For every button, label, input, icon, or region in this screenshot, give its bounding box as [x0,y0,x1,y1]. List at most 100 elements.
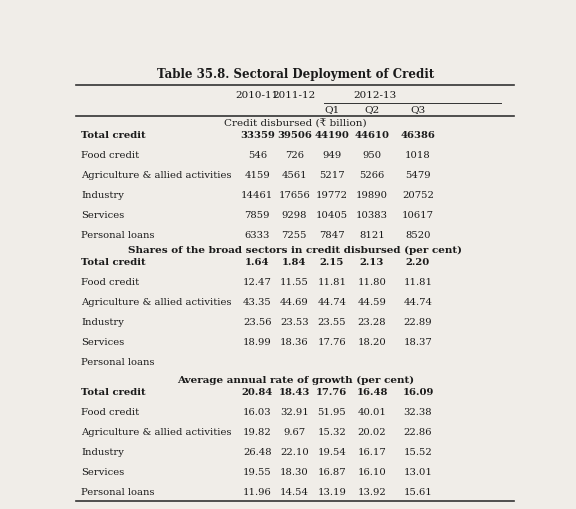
Text: 1018: 1018 [405,151,431,160]
Text: Q3: Q3 [410,105,426,114]
Text: Food credit: Food credit [81,407,139,416]
Text: 13.19: 13.19 [317,487,346,496]
Text: 32.91: 32.91 [280,407,309,416]
Text: Personal loans: Personal loans [81,487,154,496]
Text: 22.10: 22.10 [280,447,309,456]
Text: 19890: 19890 [356,191,388,200]
Text: 20752: 20752 [402,191,434,200]
Text: Average annual rate of growth (per cent): Average annual rate of growth (per cent) [177,375,414,384]
Text: 2.13: 2.13 [360,258,384,267]
Text: 10617: 10617 [402,211,434,220]
Text: 13.92: 13.92 [358,487,386,496]
Text: Q1: Q1 [324,105,339,114]
Text: 22.86: 22.86 [404,427,432,436]
Text: 13.01: 13.01 [404,467,433,476]
Text: 2012-13: 2012-13 [353,91,396,100]
Text: 8121: 8121 [359,231,385,240]
Text: Agriculture & allied activities: Agriculture & allied activities [81,298,232,306]
Text: 19.55: 19.55 [243,467,272,476]
Text: 44610: 44610 [354,131,389,140]
Text: 10405: 10405 [316,211,348,220]
Text: 23.28: 23.28 [358,318,386,327]
Text: 44.59: 44.59 [358,298,386,306]
Text: 18.99: 18.99 [243,337,272,347]
Text: 17.76: 17.76 [317,337,346,347]
Text: 46386: 46386 [400,131,435,140]
Text: 4159: 4159 [244,171,270,180]
Text: 7255: 7255 [282,231,307,240]
Text: Table 35.8. Sectoral Deployment of Credit: Table 35.8. Sectoral Deployment of Credi… [157,68,434,81]
Text: 32.38: 32.38 [404,407,432,416]
Text: Agriculture & allied activities: Agriculture & allied activities [81,171,232,180]
Text: 12.47: 12.47 [243,277,272,287]
Text: 11.81: 11.81 [403,277,433,287]
Text: 18.36: 18.36 [280,337,309,347]
Text: 15.32: 15.32 [317,427,346,436]
Text: 14.54: 14.54 [280,487,309,496]
Text: 18.37: 18.37 [404,337,433,347]
Text: 7847: 7847 [319,231,344,240]
Text: 950: 950 [362,151,381,160]
Text: Industry: Industry [81,318,124,327]
Text: 9.67: 9.67 [283,427,305,436]
Text: 16.17: 16.17 [358,447,386,456]
Text: 11.55: 11.55 [280,277,309,287]
Text: 26.48: 26.48 [243,447,271,456]
Text: 726: 726 [285,151,304,160]
Text: Industry: Industry [81,447,124,456]
Text: Services: Services [81,467,124,476]
Text: 19.54: 19.54 [317,447,346,456]
Text: 33359: 33359 [240,131,275,140]
Text: Total credit: Total credit [81,387,146,396]
Text: 39506: 39506 [277,131,312,140]
Text: Agriculture & allied activities: Agriculture & allied activities [81,427,232,436]
Text: 5266: 5266 [359,171,385,180]
Text: Industry: Industry [81,191,124,200]
Text: Total credit: Total credit [81,258,146,267]
Text: 8520: 8520 [405,231,431,240]
Text: 20.02: 20.02 [358,427,386,436]
Text: 2.20: 2.20 [406,258,430,267]
Text: Food credit: Food credit [81,277,139,287]
Text: 19772: 19772 [316,191,348,200]
Text: 23.55: 23.55 [317,318,346,327]
Text: Services: Services [81,211,124,220]
Text: Food credit: Food credit [81,151,139,160]
Text: Personal loans: Personal loans [81,231,154,240]
Text: 18.20: 18.20 [358,337,386,347]
Text: 20.84: 20.84 [241,387,273,396]
Text: 11.80: 11.80 [358,277,386,287]
Text: 15.52: 15.52 [404,447,433,456]
Text: 51.95: 51.95 [317,407,346,416]
Text: 546: 546 [248,151,267,160]
Text: 18.43: 18.43 [279,387,310,396]
Text: 44.74: 44.74 [317,298,346,306]
Text: 22.89: 22.89 [404,318,432,327]
Text: 40.01: 40.01 [358,407,386,416]
Text: 1.84: 1.84 [282,258,306,267]
Text: 16.10: 16.10 [358,467,386,476]
Text: 17.76: 17.76 [316,387,347,396]
Text: 44.74: 44.74 [403,298,433,306]
Text: 6333: 6333 [245,231,270,240]
Text: 10383: 10383 [356,211,388,220]
Text: Shares of the broad sectors in credit disbursed (per cent): Shares of the broad sectors in credit di… [128,246,462,255]
Text: 14461: 14461 [241,191,274,200]
Text: 17656: 17656 [278,191,310,200]
Text: 11.96: 11.96 [243,487,272,496]
Text: 949: 949 [322,151,342,160]
Text: 5479: 5479 [405,171,431,180]
Text: 15.61: 15.61 [404,487,433,496]
Text: 2010-11: 2010-11 [236,91,279,100]
Text: 23.56: 23.56 [243,318,271,327]
Text: 43.35: 43.35 [243,298,272,306]
Text: 23.53: 23.53 [280,318,309,327]
Text: Credit disbursed (₹ billion): Credit disbursed (₹ billion) [224,119,366,128]
Text: 16.87: 16.87 [317,467,346,476]
Text: 1.64: 1.64 [245,258,270,267]
Text: 5217: 5217 [319,171,344,180]
Text: Personal loans: Personal loans [81,358,154,366]
Text: 4561: 4561 [282,171,307,180]
Text: 16.48: 16.48 [357,387,388,396]
Text: 44.69: 44.69 [280,298,309,306]
